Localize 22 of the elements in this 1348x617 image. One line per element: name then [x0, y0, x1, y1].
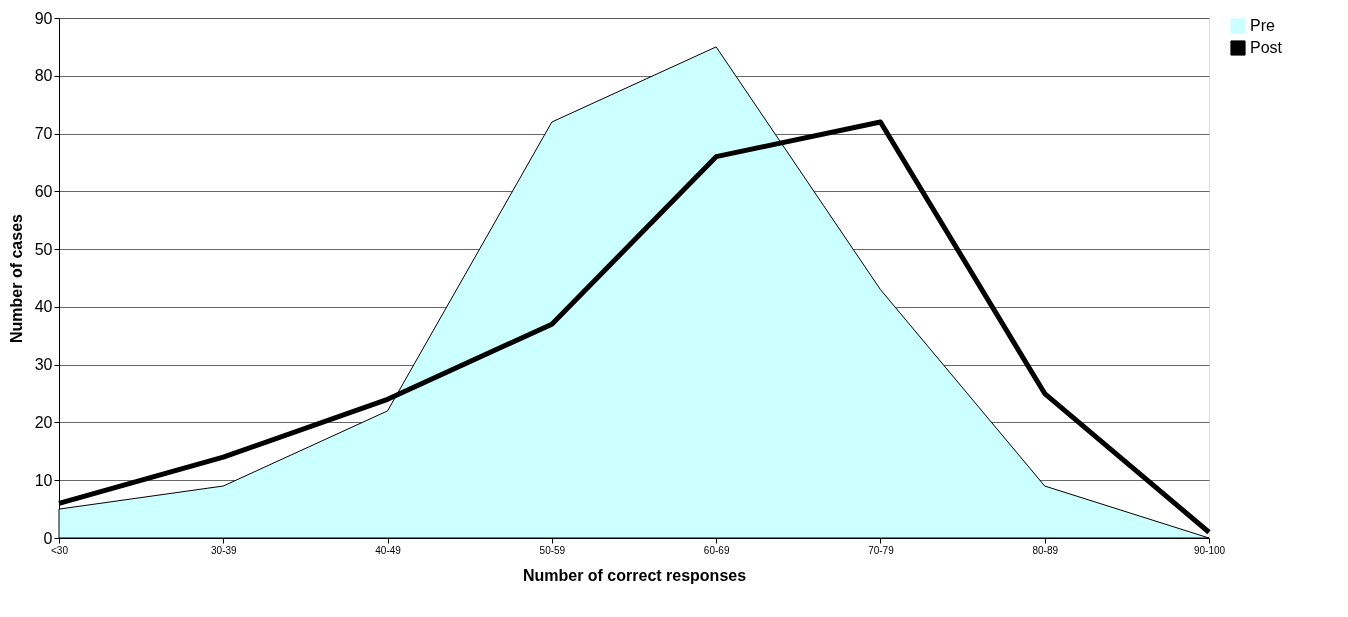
legend-label: Pre	[1250, 17, 1275, 34]
y-tick-label: 80	[34, 67, 53, 85]
y-tick-label: 0	[43, 529, 53, 547]
y-tick-label: 30	[34, 356, 53, 374]
y-tick-label: 90	[34, 9, 53, 27]
x-tick-label: 80-89	[1032, 544, 1059, 556]
x-tick-label: 90-100	[1193, 544, 1226, 556]
y-tick-label: 20	[34, 413, 53, 431]
y-axis-title: Number of cases	[7, 213, 25, 343]
x-tick-label: 60-69	[703, 544, 730, 556]
y-tick-label: 10	[34, 471, 53, 489]
y-tick-label: 70	[34, 125, 53, 143]
y-tick-label: 40	[34, 298, 53, 316]
x-axis-title: Number of correct responses	[522, 566, 747, 584]
x-tick-label: 50-59	[539, 544, 566, 556]
x-tick-label: 70-79	[868, 544, 895, 556]
legend-label: Post	[1250, 39, 1283, 56]
y-tick-label: 50	[34, 240, 53, 258]
x-tick-label: 40-49	[375, 544, 402, 556]
y-tick-label: 60	[34, 182, 53, 200]
x-tick-label: 30-39	[211, 544, 238, 556]
x-tick-label: <30	[51, 544, 69, 556]
